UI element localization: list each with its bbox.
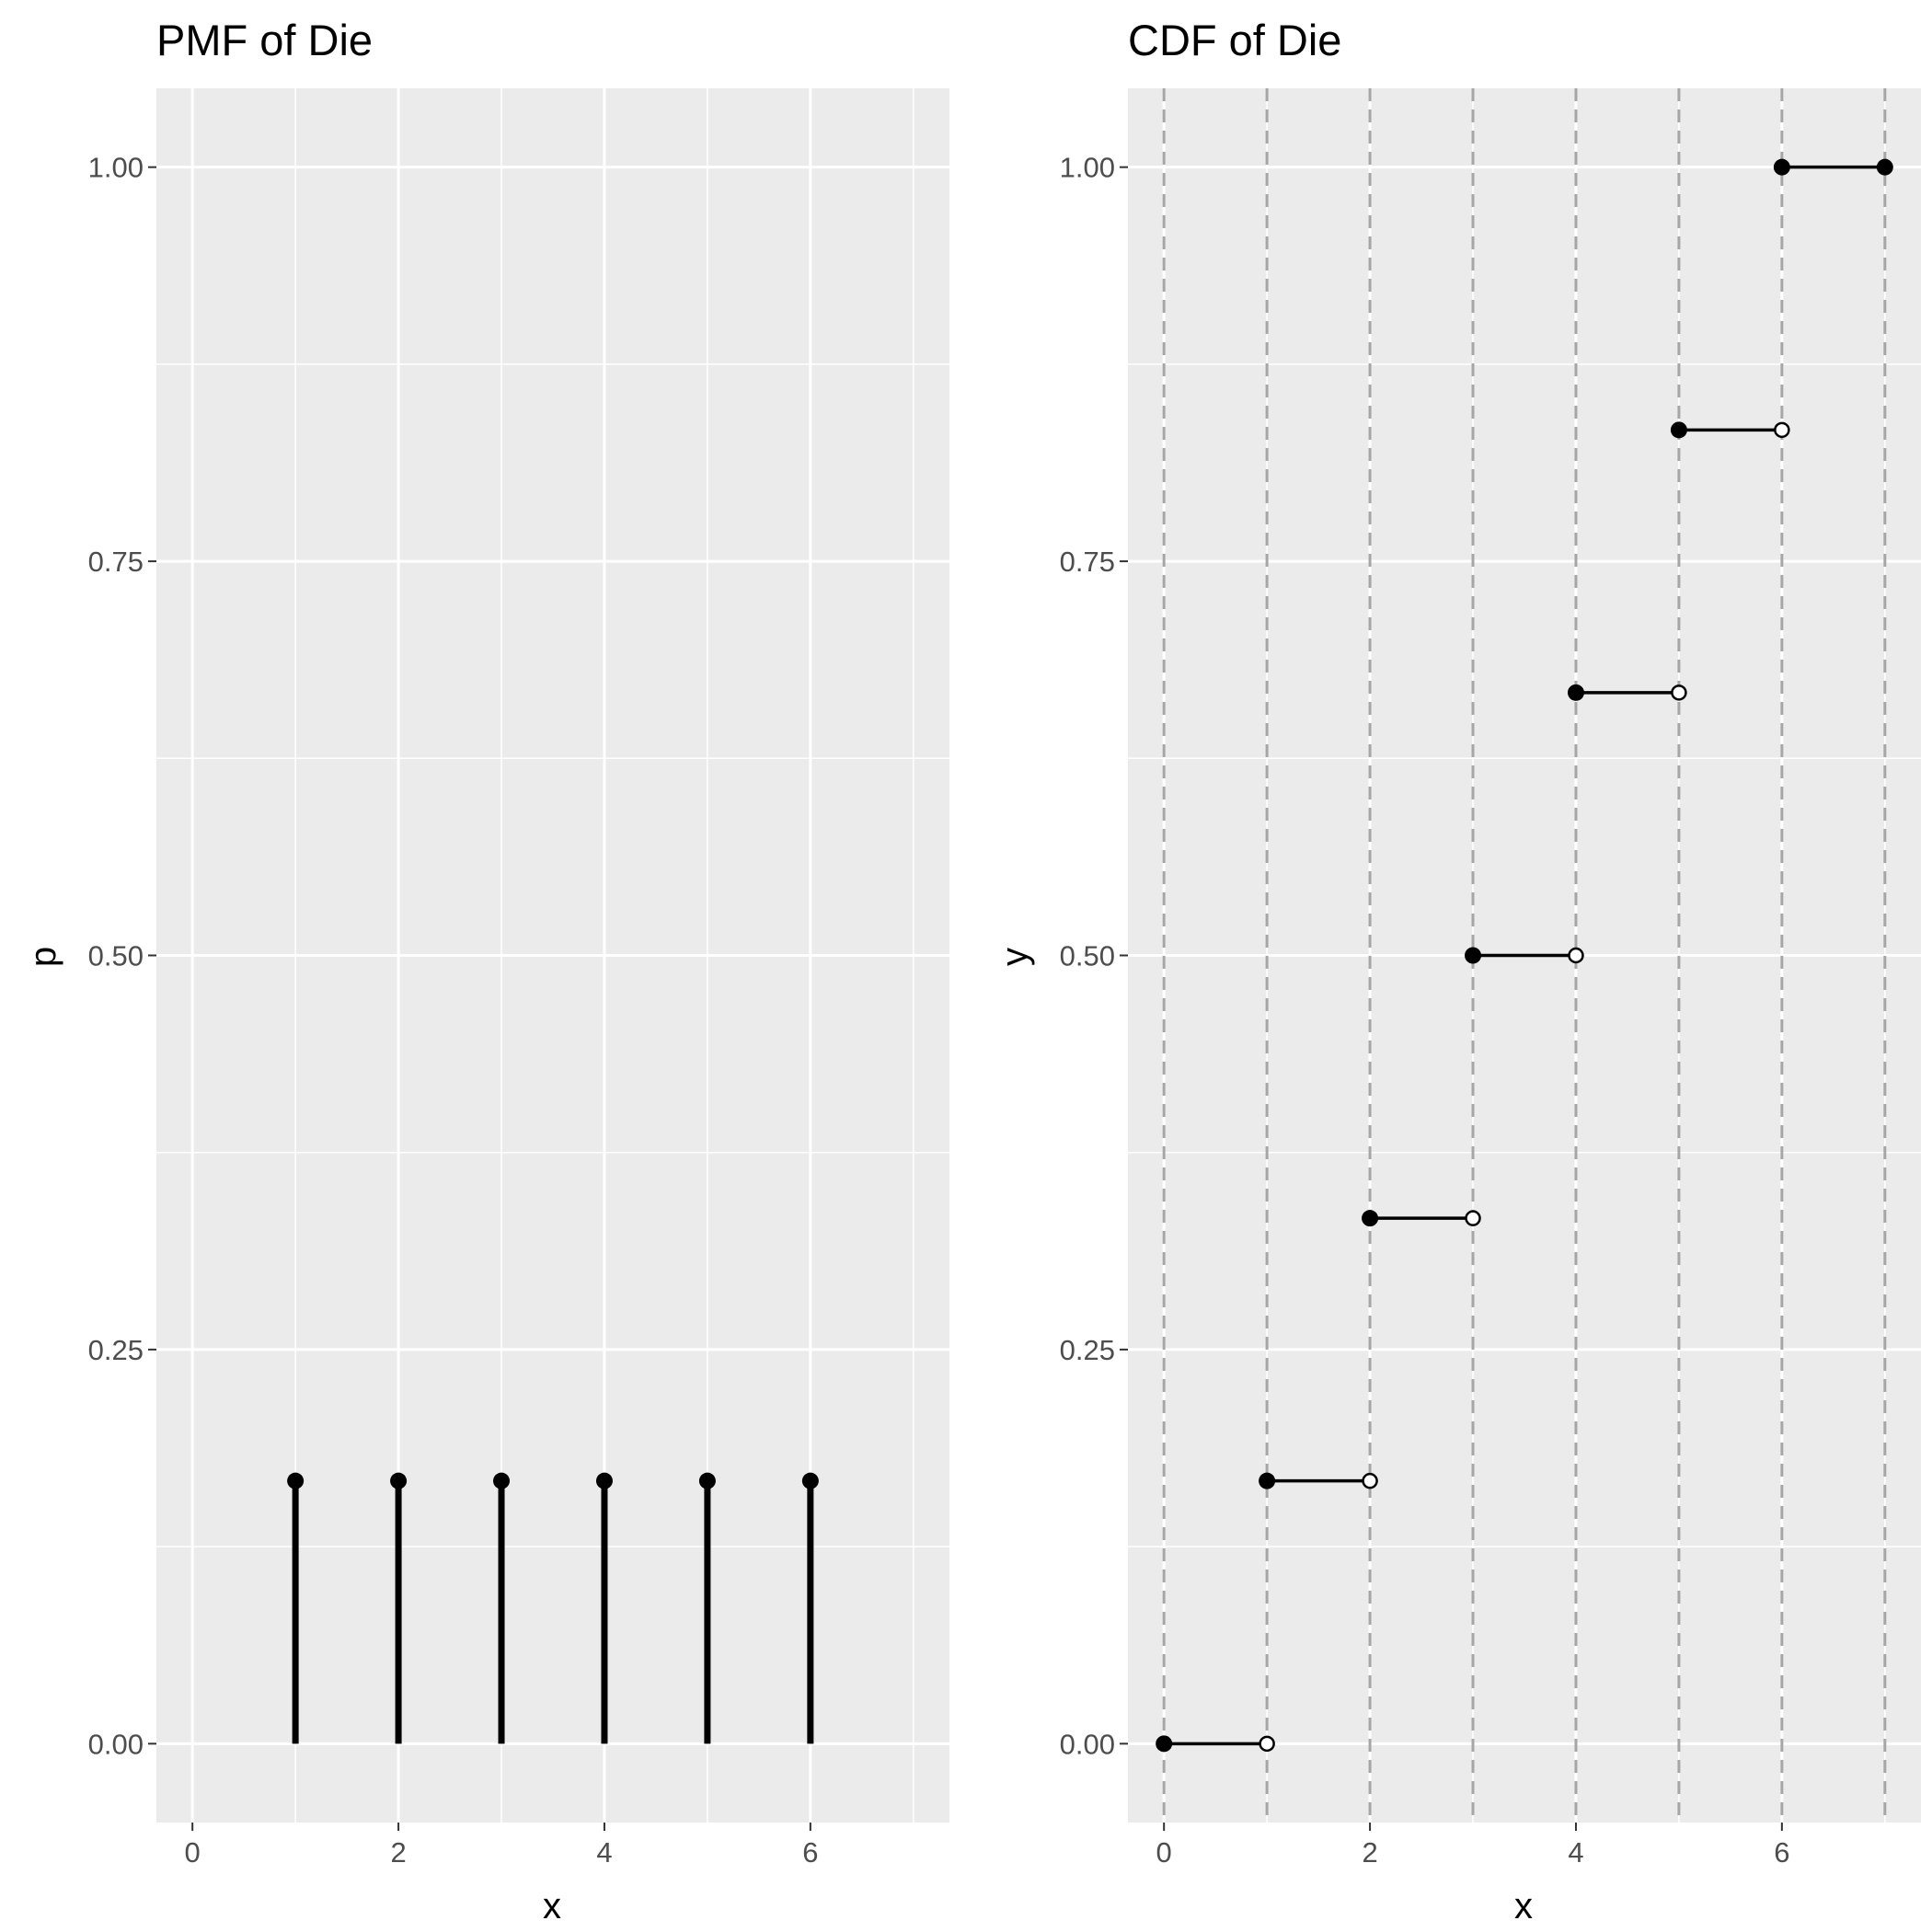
cdf-open-point xyxy=(1259,1735,1275,1753)
cdf-plot-area: 0 2 4 6 0.00 0.25 0.50 0.75 1.00 xyxy=(1060,88,1921,1869)
cdf-closed-point xyxy=(1259,1472,1276,1489)
pmf-y-axis-title: p xyxy=(23,947,63,967)
cdf-open-point xyxy=(1362,1472,1378,1489)
cdf-y-axis-title: y xyxy=(995,948,1035,966)
pmf-title: PMF of Die xyxy=(156,16,373,64)
cdf-open-point xyxy=(1774,421,1790,439)
cdf-y-tick-label: 0.00 xyxy=(1060,1728,1115,1760)
pmf-plot-area: 0 2 4 6 0.00 0.25 0.50 0.75 1.00 xyxy=(88,88,949,1869)
pmf-y-tick-label: 0.25 xyxy=(88,1334,144,1366)
pmf-y-tick-label: 0.75 xyxy=(88,546,144,578)
cdf-x-axis-title: x xyxy=(1514,1886,1533,1926)
cdf-closed-point xyxy=(1465,947,1482,964)
cdf-open-point xyxy=(1568,947,1584,964)
pmf-point xyxy=(390,1472,408,1489)
pmf-point xyxy=(287,1472,305,1489)
pmf-point xyxy=(493,1472,511,1489)
pmf-panel: PMF of Die 0 2 4 6 0.00 0.25 0.50 0.75 1.00 x p xyxy=(23,16,949,1926)
cdf-y-tick-label: 0.75 xyxy=(1060,546,1115,578)
cdf-closed-point xyxy=(1362,1210,1379,1227)
pmf-y-tick-label: 0.00 xyxy=(88,1728,144,1760)
cdf-closed-point xyxy=(1156,1735,1173,1753)
pmf-x-tick-label: 0 xyxy=(185,1836,201,1869)
cdf-x-tick-label: 6 xyxy=(1774,1836,1789,1869)
pmf-x-axis-title: x xyxy=(543,1886,561,1926)
pmf-point xyxy=(801,1472,819,1489)
pmf-x-tick-label: 4 xyxy=(596,1836,612,1869)
pmf-point xyxy=(595,1472,613,1489)
cdf-y-tick-label: 0.50 xyxy=(1060,940,1115,972)
cdf-panel: CDF of Die 0 2 4 6 0.00 0.25 0.50 0.75 1.00 x y xyxy=(995,16,1921,1926)
cdf-x-tick-label: 4 xyxy=(1568,1836,1583,1869)
cdf-y-tick-label: 1.00 xyxy=(1060,152,1115,184)
cdf-closed-point xyxy=(1773,158,1790,176)
pmf-x-tick-label: 6 xyxy=(802,1836,818,1869)
cdf-title: CDF of Die xyxy=(1128,16,1341,64)
cdf-closed-point xyxy=(1876,158,1893,176)
cdf-open-point xyxy=(1465,1210,1481,1226)
cdf-x-tick-label: 0 xyxy=(1156,1836,1172,1869)
cdf-x-tick-label: 2 xyxy=(1362,1836,1377,1869)
cdf-closed-point xyxy=(1567,684,1584,701)
pmf-y-tick-label: 1.00 xyxy=(88,152,144,184)
cdf-open-point xyxy=(1671,684,1687,701)
cdf-closed-point xyxy=(1670,421,1687,439)
cdf-y-tick-label: 0.25 xyxy=(1060,1334,1115,1366)
pmf-y-tick-label: 0.50 xyxy=(88,940,144,972)
pmf-point xyxy=(698,1472,716,1489)
pmf-x-tick-label: 2 xyxy=(390,1836,406,1869)
